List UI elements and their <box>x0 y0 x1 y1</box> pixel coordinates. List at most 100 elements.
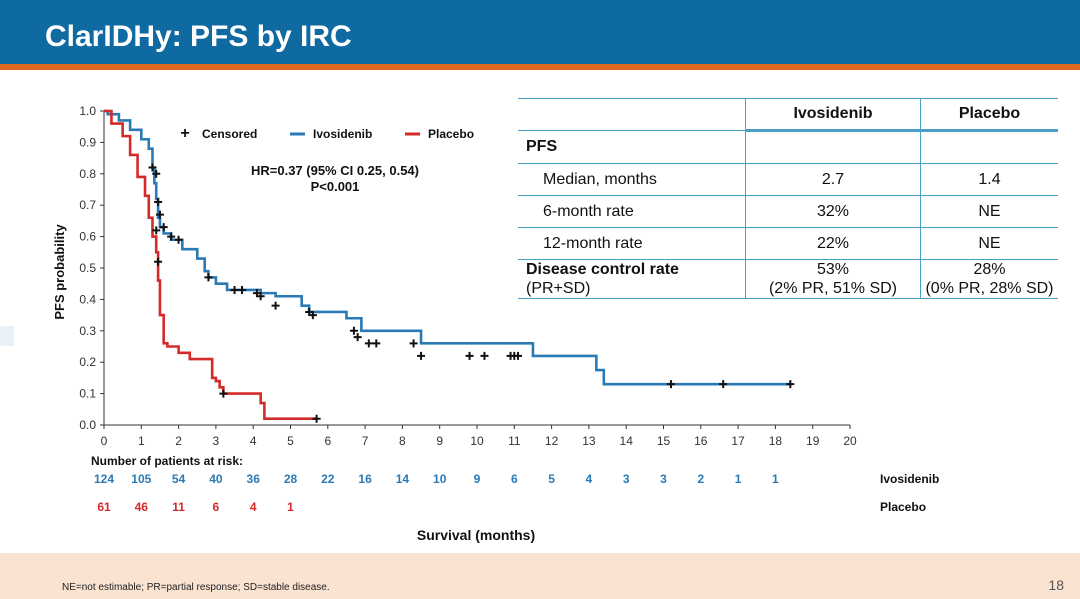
y-tick-label: 0.2 <box>79 355 96 369</box>
risk-count-ivosidenib: 14 <box>396 472 410 486</box>
cell-placebo: NE <box>920 227 1058 260</box>
cell-placebo: NE <box>920 195 1058 228</box>
risk-count-ivosidenib: 1 <box>735 472 742 486</box>
legend-ivosidenib-label: Ivosidenib <box>313 127 372 141</box>
table-row: 12-month rate 22% NE <box>518 227 1058 260</box>
y-tick-label: 0.4 <box>79 292 96 306</box>
table-row: 6-month rate 32% NE <box>518 195 1058 228</box>
x-tick-label: 5 <box>287 434 294 448</box>
x-tick-label: 7 <box>362 434 369 448</box>
slide-title: ClarIDHy: PFS by IRC <box>45 20 352 53</box>
header-ivosidenib: Ivosidenib <box>745 98 921 132</box>
legend: + Censored Ivosidenib Placebo <box>180 125 474 142</box>
x-tick-label: 6 <box>324 434 331 448</box>
p-value-annotation: P<0.001 <box>311 179 360 194</box>
section-pfs: PFS <box>518 130 746 164</box>
cell-ivosidenib: 2.7 <box>745 163 921 196</box>
legend-placebo-label: Placebo <box>428 127 474 141</box>
censored-mark-ivosidenib <box>465 351 474 360</box>
censored-mark-ivosidenib <box>230 285 239 294</box>
y-tick-label: 0.3 <box>79 324 96 338</box>
x-tick-label: 20 <box>843 434 857 448</box>
censored-mark-ivosidenib <box>719 380 728 389</box>
dcr-ivosidenib-detail: (2% PR, 51% SD) <box>768 280 898 297</box>
header-placebo: Placebo <box>920 98 1058 132</box>
risk-count-ivosidenib: 10 <box>433 472 447 486</box>
legend-censored-icon: + <box>180 125 189 142</box>
x-tick-label: 15 <box>657 434 671 448</box>
risk-table-label: Number of patients at risk: <box>91 454 243 468</box>
censored-mark-ivosidenib <box>349 326 358 335</box>
pfs-summary-table: Ivosidenib Placebo PFS Median, months 2.… <box>518 98 1058 299</box>
risk-count-ivosidenib: 124 <box>94 472 114 486</box>
censored-mark-ivosidenib <box>256 292 265 301</box>
x-tick-label: 14 <box>620 434 634 448</box>
x-tick-label: 16 <box>694 434 708 448</box>
risk-count-ivosidenib: 40 <box>209 472 223 486</box>
risk-count-placebo: 61 <box>97 500 111 514</box>
risk-count-ivosidenib: 3 <box>660 472 667 486</box>
risk-count-ivosidenib: 9 <box>474 472 481 486</box>
x-tick-label: 18 <box>769 434 783 448</box>
x-tick-label: 9 <box>436 434 443 448</box>
censored-mark-ivosidenib <box>238 285 247 294</box>
censored-mark-ivosidenib <box>167 232 176 241</box>
risk-count-ivosidenib: 28 <box>284 472 298 486</box>
risk-count-ivosidenib: 16 <box>358 472 372 486</box>
y-tick-label: 0.1 <box>79 387 96 401</box>
dcr-sublabel: (PR+SD) <box>526 280 591 297</box>
footer-band <box>0 553 1080 599</box>
table-header-row: Ivosidenib Placebo <box>518 98 1058 132</box>
title-underline <box>0 64 1080 70</box>
risk-count-placebo: 4 <box>250 500 257 514</box>
chart-axes: 0.00.10.20.30.40.50.60.70.80.91.00 1 2 3 4 5 6… <box>79 104 857 448</box>
row-label: 6-month rate <box>518 195 746 228</box>
series-line-ivosidenib <box>104 109 791 386</box>
risk-count-placebo: 6 <box>213 500 220 514</box>
hazard-ratio-annotation: HR=0.37 (95% CI 0.25, 0.54) <box>251 163 419 178</box>
cell-ivosidenib: 22% <box>745 227 921 260</box>
censored-mark-ivosidenib <box>159 223 168 232</box>
censored-mark-ivosidenib <box>148 163 157 172</box>
x-tick-label: 8 <box>399 434 406 448</box>
table-corner <box>518 98 746 131</box>
y-tick-label: 0.8 <box>79 167 96 181</box>
dcr-placebo-rate: 28% <box>973 261 1006 278</box>
x-tick-label: 17 <box>731 434 745 448</box>
censored-mark-ivosidenib <box>409 339 418 348</box>
risk-count-ivosidenib: 1 <box>772 472 779 486</box>
y-tick-label: 0.7 <box>79 198 96 212</box>
risk-count-ivosidenib: 105 <box>131 472 151 486</box>
risk-ivosidenib-label: Ivosidenib <box>880 472 939 486</box>
censored-mark-ivosidenib <box>666 380 675 389</box>
row-label: Median, months <box>518 163 746 196</box>
y-tick-label: 0.0 <box>79 418 96 432</box>
x-tick-label: 3 <box>213 434 220 448</box>
y-tick-label: 1.0 <box>79 104 96 118</box>
risk-count-ivosidenib: 3 <box>623 472 630 486</box>
footnote: NE=not estimable; PR=partial response; S… <box>62 582 330 593</box>
km-chart: 0.00.10.20.30.40.50.60.70.80.91.00 1 2 3 4 5 6… <box>52 104 939 543</box>
risk-count-placebo: 11 <box>172 500 185 514</box>
page-number: 18 <box>1048 577 1064 593</box>
censored-mark-ivosidenib <box>174 235 183 244</box>
y-tick-label: 0.9 <box>79 135 96 149</box>
censored-mark-ivosidenib <box>372 339 381 348</box>
dcr-placebo-detail: (0% PR, 28% SD) <box>925 280 1054 297</box>
censored-mark-ivosidenib <box>514 351 523 360</box>
table-row: Median, months 2.7 1.4 <box>518 163 1058 196</box>
legend-censored-label: Censored <box>202 127 257 141</box>
censored-mark-placebo <box>154 257 163 266</box>
censored-mark-placebo <box>312 414 321 423</box>
x-tick-label: 0 <box>101 434 108 448</box>
x-tick-label: 2 <box>175 434 182 448</box>
risk-count-ivosidenib: 22 <box>321 472 335 486</box>
censored-mark-ivosidenib <box>152 169 161 178</box>
risk-row-placebo: 61 46 11 6 4 1 <box>97 500 294 514</box>
row-label: 12-month rate <box>518 227 746 260</box>
risk-count-placebo: 1 <box>287 500 294 514</box>
censored-mark-placebo <box>219 389 228 398</box>
risk-placebo-label: Placebo <box>880 500 926 514</box>
x-tick-label: 11 <box>508 434 521 448</box>
censored-mark-ivosidenib <box>204 273 213 282</box>
